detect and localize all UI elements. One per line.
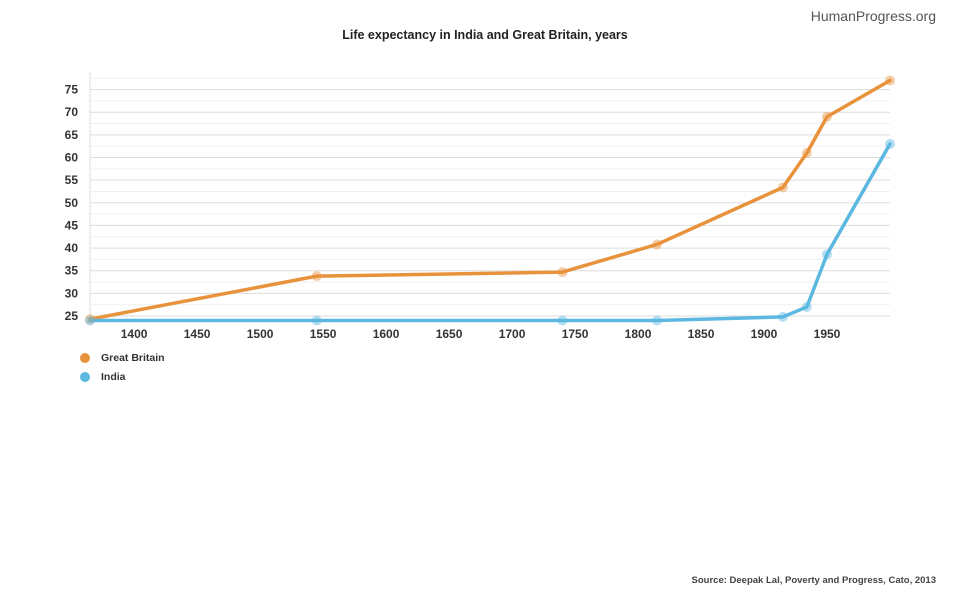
y-tick-label: 60 <box>65 151 79 165</box>
x-tick-label: 1900 <box>751 327 778 341</box>
legend-item-great-britain[interactable]: Great Britain <box>80 348 165 367</box>
data-point-great-britain[interactable] <box>777 182 788 193</box>
legend-label-india: India <box>101 370 126 383</box>
data-point-great-britain[interactable] <box>85 314 95 325</box>
x-tick-label: 1750 <box>562 327 589 341</box>
x-tick-label: 1700 <box>499 327 526 341</box>
india-dot-icon <box>80 371 90 382</box>
y-tick-label: 70 <box>65 105 79 119</box>
source-note: Source: Deepak Lal, Poverty and Progress… <box>691 575 936 586</box>
data-point-great-britain[interactable] <box>801 147 812 158</box>
y-tick-label: 30 <box>65 286 79 300</box>
x-axis-ticks: 1400 1450 1500 1550 1600 1650 1700 1750 1800 1850… <box>121 327 841 341</box>
x-tick-label: 1950 <box>814 327 841 341</box>
y-tick-label: 40 <box>65 241 79 255</box>
x-tick-label: 1600 <box>373 327 400 341</box>
data-point-great-britain[interactable] <box>557 267 568 278</box>
data-point-india[interactable] <box>885 138 895 149</box>
y-axis-ticks: 25 30 35 40 45 50 55 60 65 70 75 <box>65 83 79 323</box>
y-tick-label: 55 <box>65 173 79 187</box>
data-point-great-britain[interactable] <box>651 239 662 250</box>
data-point-india[interactable] <box>777 311 788 322</box>
x-tick-label: 1650 <box>436 327 463 341</box>
y-tick-label: 35 <box>65 264 79 278</box>
series-line-india[interactable] <box>88 142 892 323</box>
x-tick-label: 1400 <box>121 327 148 341</box>
legend: Great Britain India <box>80 348 165 386</box>
series-points <box>85 75 895 326</box>
x-tick-label: 1550 <box>310 327 337 341</box>
series-lines <box>88 78 892 323</box>
y-tick-label: 75 <box>65 83 79 97</box>
series-line-great-britain[interactable] <box>88 78 892 321</box>
data-point-great-britain[interactable] <box>822 111 833 122</box>
y-tick-label: 25 <box>65 309 79 323</box>
data-point-india[interactable] <box>822 249 833 260</box>
data-point-india[interactable] <box>85 315 95 326</box>
data-point-india[interactable] <box>651 315 662 326</box>
chart-title: Life expectancy in India and Great Brita… <box>342 28 628 42</box>
y-tick-label: 50 <box>65 196 79 210</box>
great-britain-dot-icon <box>80 352 90 363</box>
y-tick-label: 65 <box>65 128 79 142</box>
data-point-great-britain[interactable] <box>311 271 322 282</box>
brand-label[interactable]: HumanProgress.org <box>810 8 936 24</box>
legend-item-india[interactable]: India <box>80 367 165 386</box>
data-point-india[interactable] <box>801 301 812 312</box>
grid-lines <box>89 72 890 317</box>
data-point-india[interactable] <box>557 315 568 326</box>
y-tick-label: 45 <box>65 218 79 232</box>
data-point-great-britain[interactable] <box>885 75 895 86</box>
x-tick-label: 1850 <box>688 327 715 341</box>
legend-label-great-britain: Great Britain <box>101 351 165 364</box>
data-point-india[interactable] <box>311 315 322 326</box>
x-tick-label: 1800 <box>625 327 652 341</box>
x-tick-label: 1450 <box>184 327 211 341</box>
x-tick-label: 1500 <box>247 327 274 341</box>
